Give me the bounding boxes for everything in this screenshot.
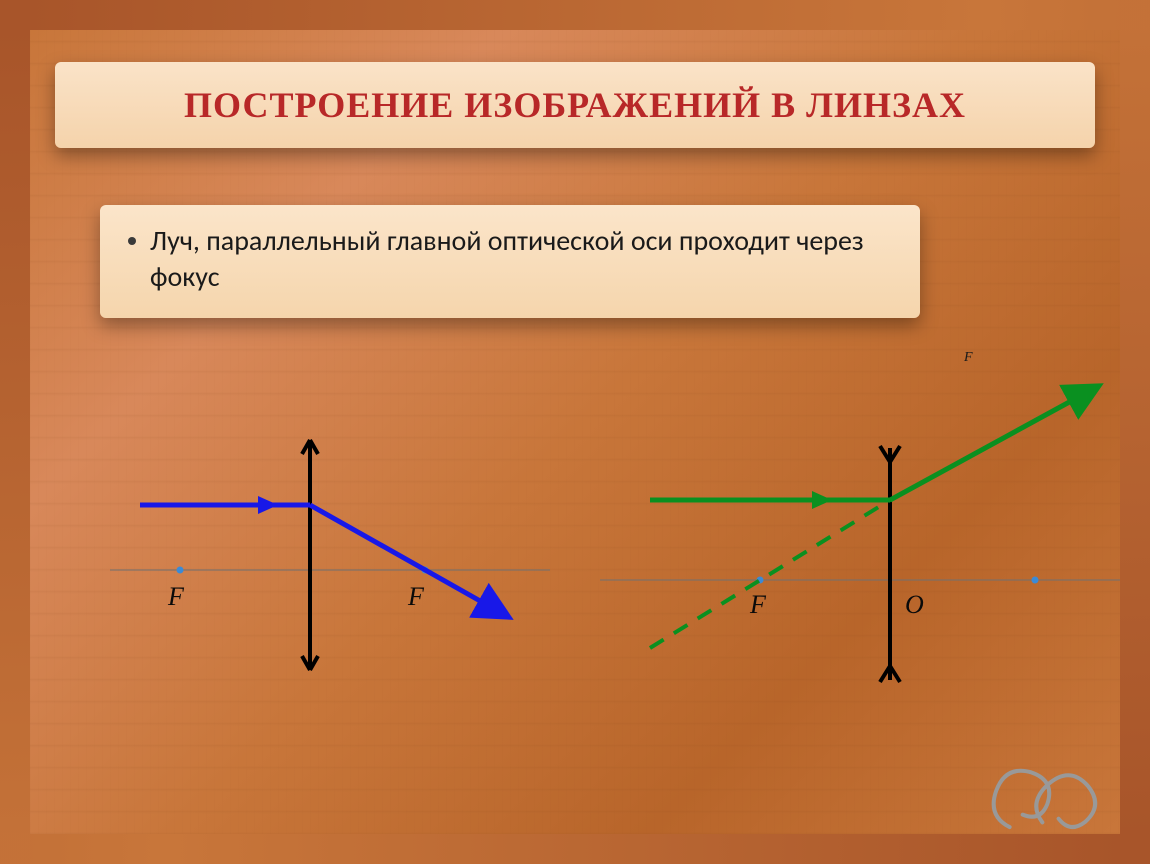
- slide-title: ПОСТРОЕНИЕ ИЗОБРАЖЕНИЙ В ЛИНЗАХ: [85, 84, 1065, 126]
- title-box: ПОСТРОЕНИЕ ИЗОБРАЖЕНИЙ В ЛИНЗАХ: [55, 62, 1095, 148]
- focal-label-left: F: [168, 582, 184, 612]
- bullet-icon: [128, 237, 136, 245]
- paperclips-icon: [970, 714, 1110, 834]
- focal-label-right: F: [408, 582, 424, 612]
- rule-box: Луч, параллельный главной оптической оси…: [100, 205, 920, 318]
- rule-text: Луч, параллельный главной оптической оси…: [150, 223, 892, 296]
- slide: ПОСТРОЕНИЕ ИЗОБРАЖЕНИЙ В ЛИНЗАХ Луч, пар…: [0, 0, 1150, 864]
- converging-lens-diagram: F F: [110, 410, 550, 690]
- focal-label-f: F: [750, 590, 766, 620]
- stray-f-label: F: [964, 350, 973, 366]
- diverging-lens-diagram: F O: [590, 370, 1130, 710]
- bullet-item: Луч, параллельный главной оптической оси…: [128, 223, 892, 296]
- center-label-o: O: [905, 590, 924, 620]
